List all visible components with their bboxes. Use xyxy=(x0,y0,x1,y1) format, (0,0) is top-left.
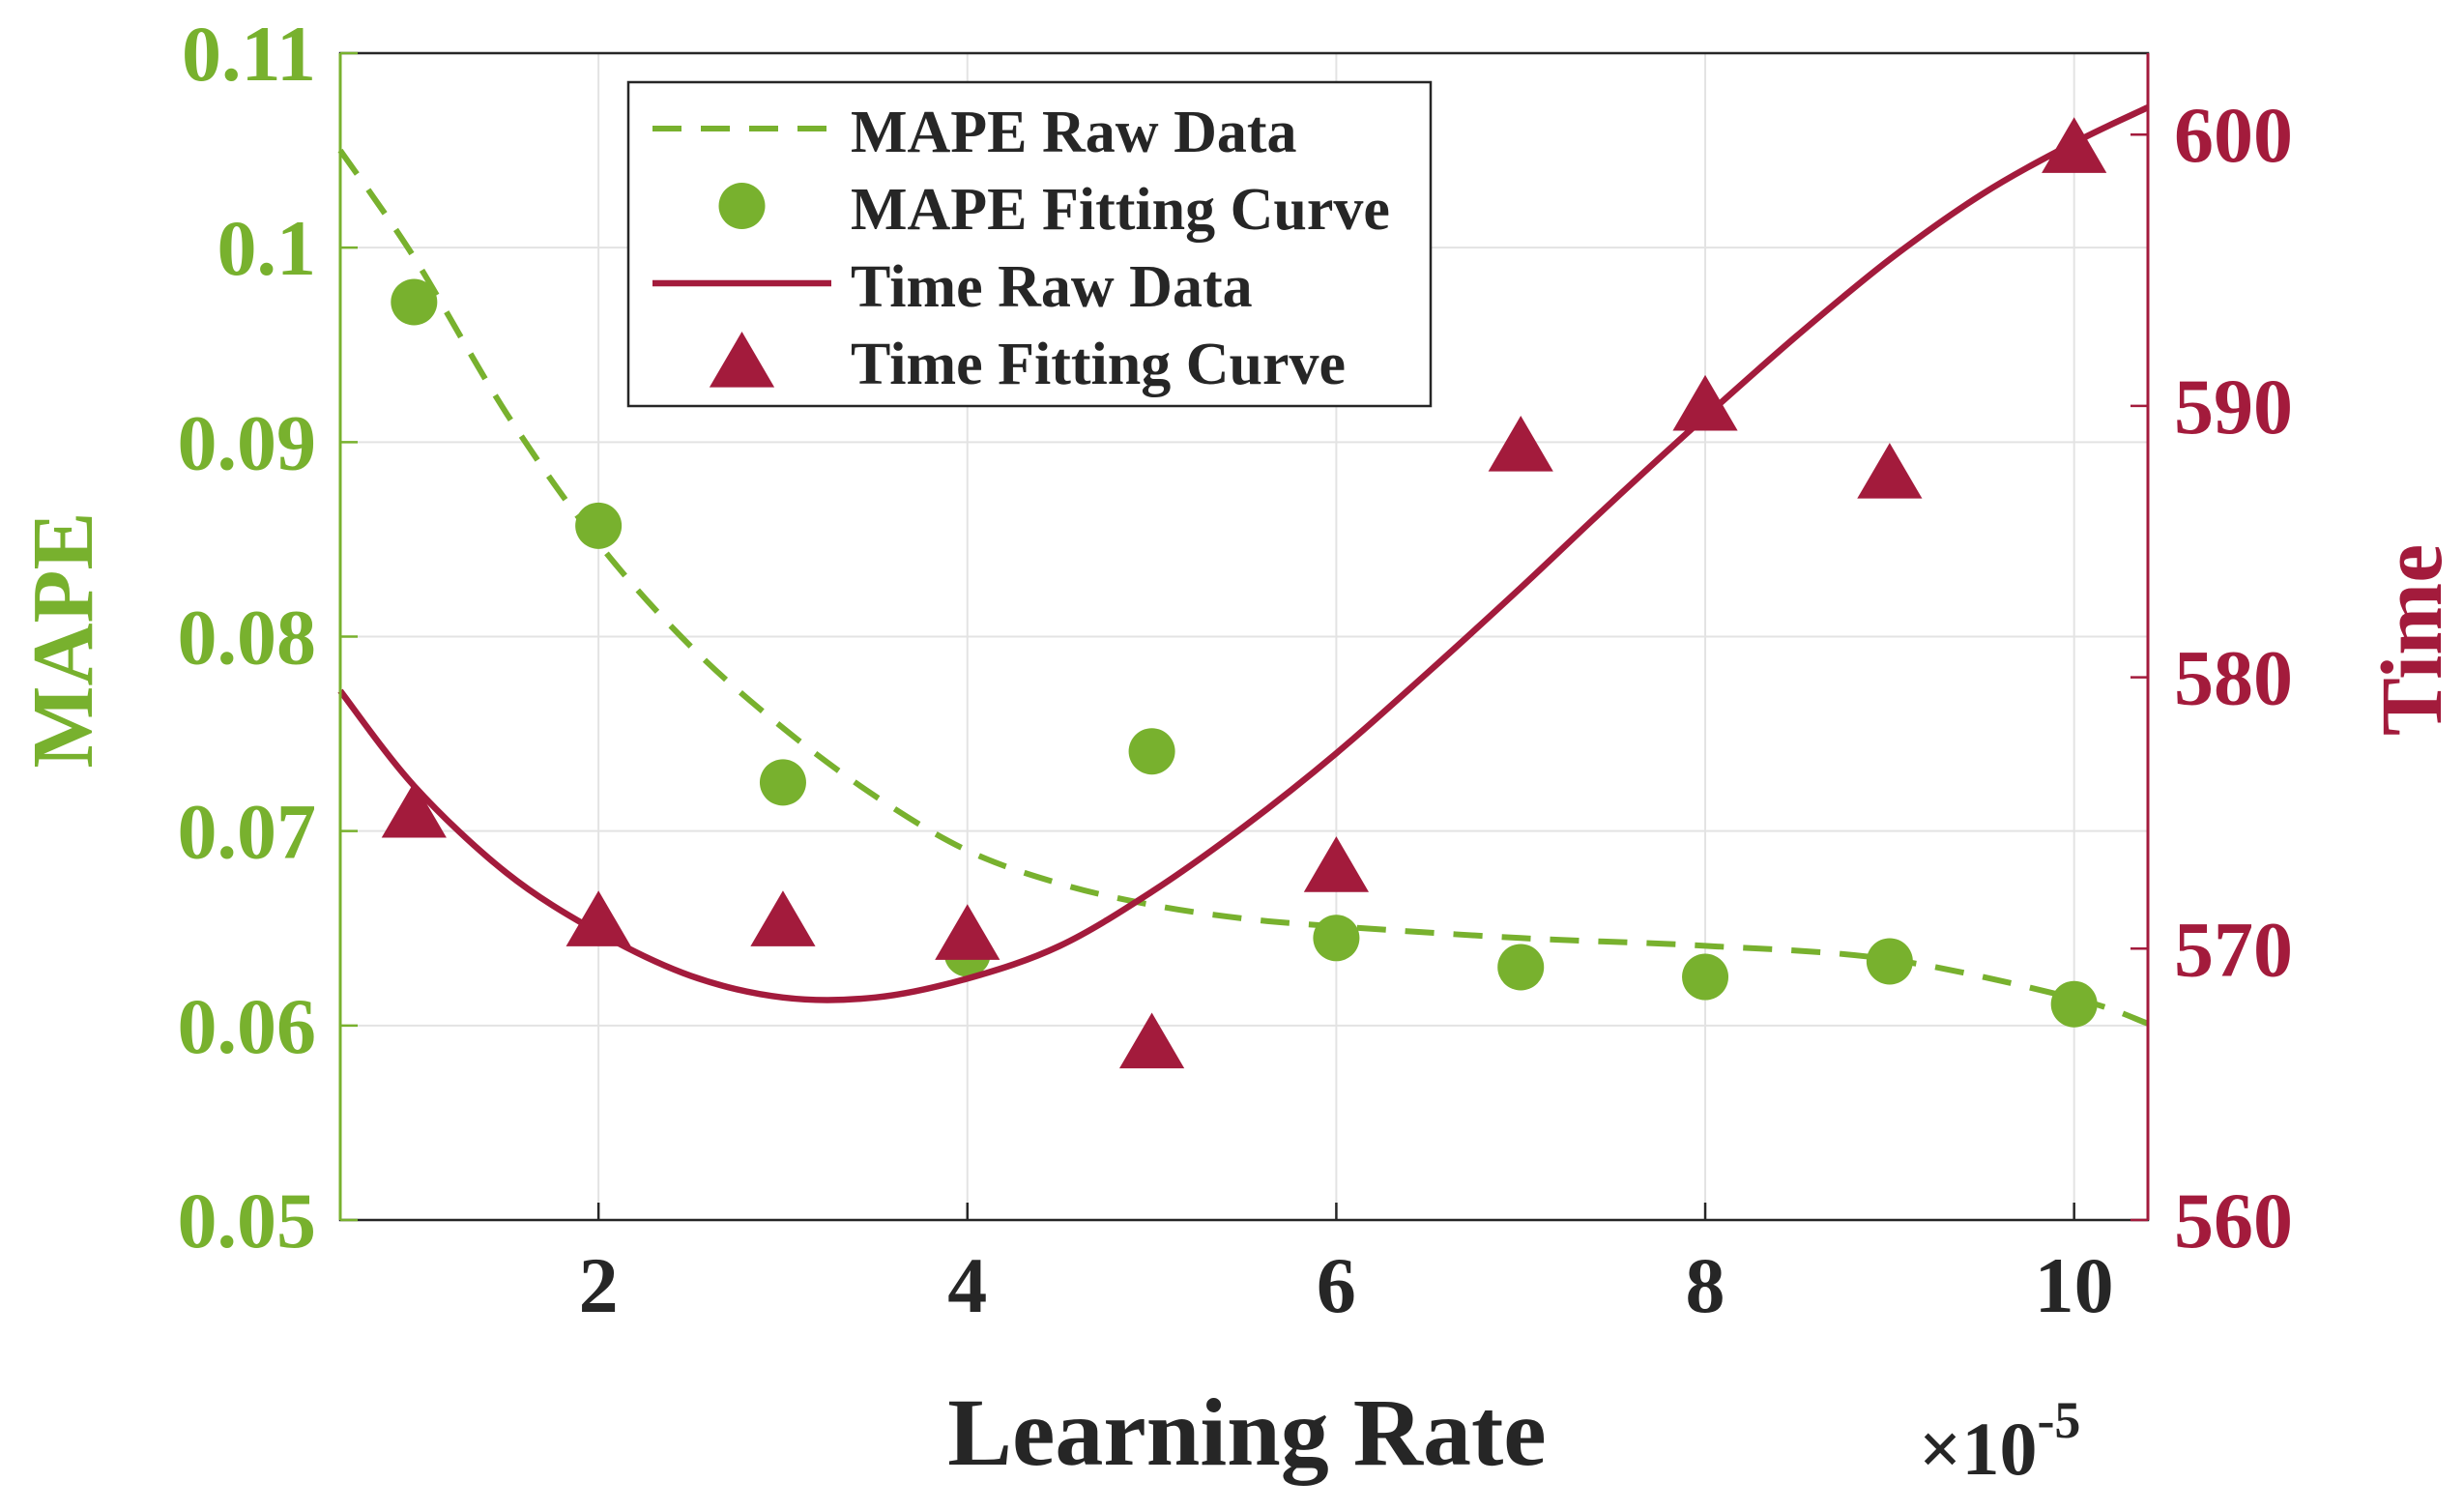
y-right-tick-label: 570 xyxy=(2174,905,2293,993)
mape-fitting-point xyxy=(391,278,438,326)
x-axis-multiplier: ×10-5 xyxy=(1919,1391,2080,1491)
time-fitting-point xyxy=(381,781,447,838)
y-axis-left-label: MAPE xyxy=(15,512,111,769)
time-fitting-point xyxy=(935,904,1000,960)
legend-label: MAPE Raw Data xyxy=(851,100,1297,165)
y-right-tick-label: 590 xyxy=(2174,363,2293,450)
time-fitting-point xyxy=(1488,416,1553,472)
series-layer xyxy=(337,104,2150,1069)
time-fitting-point xyxy=(565,890,631,946)
legend-label: Time Raw Data xyxy=(851,254,1253,320)
time-fitting-point xyxy=(1118,1012,1185,1069)
x-tick-label: 10 xyxy=(2035,1241,2114,1329)
legend-time-fitting-swatch xyxy=(709,332,775,388)
mape-fitting-point xyxy=(759,759,806,806)
y-left-tick-label: 0.08 xyxy=(178,594,317,682)
mape-raw-data-line xyxy=(337,148,2149,1027)
y-left-tick-label: 0.06 xyxy=(178,982,317,1070)
y-left-tick-label: 0.11 xyxy=(182,10,316,98)
y-left-tick-label: 0.05 xyxy=(178,1177,317,1264)
x-tick-label: 2 xyxy=(579,1241,619,1329)
y-right-tick-label: 560 xyxy=(2174,1177,2293,1264)
x-tick-label: 6 xyxy=(1317,1241,1356,1329)
legend: MAPE Raw Data MAPE Fitting Curve Time Raw … xyxy=(626,80,1433,408)
mape-fitting-point xyxy=(1128,728,1175,775)
y-left-tick-label: 0.1 xyxy=(217,204,317,292)
time-fitting-point xyxy=(2042,117,2107,173)
time-fitting-point xyxy=(1672,374,1738,431)
mape-fitting-point xyxy=(1497,944,1545,991)
mape-fitting-point xyxy=(575,502,623,549)
y-right-tick-label: 580 xyxy=(2174,634,2293,722)
x-axis-multiplier-exponent: -5 xyxy=(2037,1391,2080,1449)
time-fitting-point xyxy=(750,890,816,946)
legend-box xyxy=(626,80,1433,408)
mape-fitting-point xyxy=(1866,938,1913,985)
y-left-tick-label: 0.07 xyxy=(178,788,317,876)
legend-label: MAPE Fitting Curve xyxy=(851,177,1390,243)
legend-label: Time Fitting Curve xyxy=(851,332,1346,397)
x-axis-label: Learning Rate xyxy=(947,1379,1546,1486)
mape-fitting-point xyxy=(2050,980,2098,1028)
tick-labels: 2 4 6 8 10 0.05 0.06 0.07 0.08 0.09 0.1 0.11 560 570 5… xyxy=(178,10,2294,1329)
x-tick-label: 4 xyxy=(947,1241,987,1329)
time-fitting-point xyxy=(1303,836,1370,892)
time-fitting-point xyxy=(1857,443,1923,499)
x-tick-label: 8 xyxy=(1686,1241,1725,1329)
mape-fitting-point xyxy=(1313,915,1360,962)
mape-fitting-point xyxy=(1682,953,1729,1001)
y-axis-right-label: Time xyxy=(2364,544,2460,736)
x-axis-multiplier-base: ×10 xyxy=(1919,1407,2037,1491)
y-left-tick-label: 0.09 xyxy=(178,398,317,486)
y-right-tick-label: 600 xyxy=(2174,91,2293,179)
legend-mape-fitting-swatch xyxy=(718,183,766,229)
